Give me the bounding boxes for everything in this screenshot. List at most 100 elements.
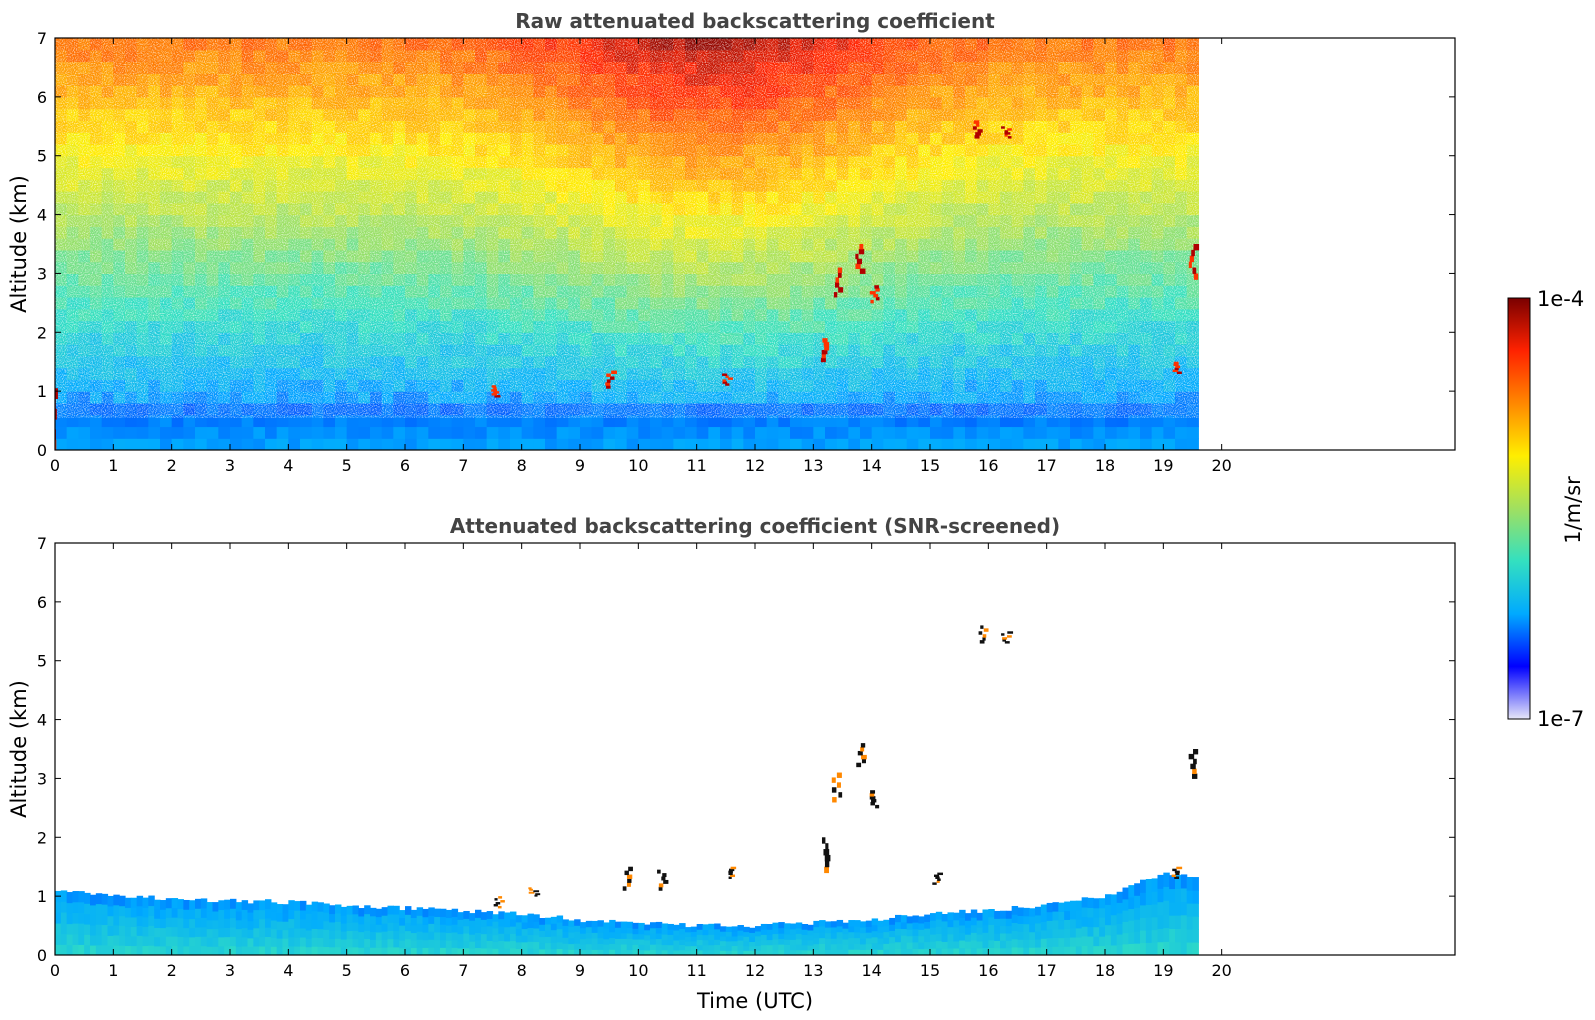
screened-field-cell bbox=[1029, 931, 1036, 941]
screened-field-cell bbox=[673, 934, 680, 941]
screened-field-cell bbox=[282, 904, 289, 914]
cloud-feature bbox=[1173, 361, 1179, 365]
raw-field-cell bbox=[1175, 414, 1188, 428]
screened-field-cell bbox=[399, 940, 406, 949]
raw-field-cell bbox=[1186, 438, 1199, 450]
raw-field-cell bbox=[1000, 414, 1013, 428]
screened-field-cell bbox=[865, 937, 873, 945]
screened-field-cell bbox=[1145, 929, 1153, 943]
screened-field-cell bbox=[988, 947, 995, 955]
screened-field-cell bbox=[457, 933, 464, 942]
screened-field-cell bbox=[965, 920, 972, 928]
screened-field-cell bbox=[790, 934, 797, 940]
raw-field-cell bbox=[311, 426, 324, 439]
screened-field-cell bbox=[276, 938, 284, 948]
cloud-feature bbox=[722, 381, 728, 384]
screened-field-cell bbox=[585, 932, 593, 939]
screened-field-cell bbox=[574, 949, 581, 955]
screened-field-cell bbox=[1023, 931, 1030, 940]
screened-field-cell bbox=[148, 895, 155, 907]
screened-field-cell bbox=[410, 932, 418, 941]
screened-field-cell bbox=[498, 925, 505, 934]
cloud-feature bbox=[855, 253, 859, 260]
screened-field-cell bbox=[1128, 943, 1135, 955]
screened-field-cell bbox=[1035, 914, 1042, 924]
screened-field-cell bbox=[247, 946, 254, 955]
screened-field-cell bbox=[1081, 897, 1089, 908]
screened-field-cell bbox=[900, 948, 908, 955]
raw-field-cell bbox=[1151, 426, 1164, 439]
screened-field-cell bbox=[346, 938, 354, 948]
screened-field-cell bbox=[906, 929, 914, 937]
screened-field-cell bbox=[1099, 907, 1106, 918]
raw-field-cell bbox=[475, 414, 488, 428]
screened-field-cell bbox=[1023, 915, 1030, 925]
raw-field-cell bbox=[1128, 438, 1141, 450]
screened-field-cell bbox=[405, 938, 412, 948]
screened-field-cell bbox=[755, 935, 762, 942]
screened-field-cell bbox=[731, 940, 739, 947]
y-tick-label: 4 bbox=[37, 206, 47, 225]
screened-field-cell bbox=[294, 919, 301, 929]
screened-field-cell bbox=[259, 918, 266, 929]
screened-field-cell bbox=[848, 949, 855, 955]
screened-field-cell bbox=[177, 908, 184, 919]
screened-field-cell bbox=[1000, 918, 1007, 927]
screened-field-cell bbox=[486, 925, 494, 934]
screened-field-cell bbox=[585, 920, 593, 928]
screened-field-cell bbox=[935, 933, 943, 942]
screened-field-cell bbox=[714, 949, 721, 955]
screened-field-cell bbox=[405, 914, 412, 924]
raw-field-cell bbox=[1163, 426, 1176, 439]
screened-field-cell bbox=[941, 941, 949, 949]
screened-field-cell bbox=[941, 948, 949, 955]
screened-field-cell bbox=[813, 932, 820, 939]
screened-field-cell bbox=[1093, 917, 1100, 928]
screened-field-cell bbox=[632, 933, 639, 940]
screened-field-cell bbox=[235, 919, 243, 930]
screened-field-cell bbox=[288, 936, 295, 947]
screened-field-cell bbox=[1058, 928, 1065, 939]
screened-field-cell bbox=[84, 944, 91, 955]
raw-field-cell bbox=[1128, 414, 1141, 428]
screened-field-cell bbox=[329, 938, 336, 948]
screened-field-cell bbox=[72, 923, 79, 935]
screened-field-cell bbox=[819, 943, 826, 950]
screened-field-cell bbox=[323, 929, 330, 939]
screened-field-cell bbox=[842, 922, 849, 929]
screened-field-cell bbox=[679, 923, 686, 930]
screened-field-cell bbox=[241, 927, 249, 938]
y-tick-label: 6 bbox=[37, 593, 47, 612]
screened-field-cell bbox=[422, 924, 429, 933]
screened-field-cell bbox=[253, 909, 260, 920]
screened-field-cell bbox=[399, 925, 406, 934]
cloud-feature bbox=[869, 793, 875, 797]
screened-field-cell bbox=[1017, 939, 1024, 948]
screened-field-cell bbox=[498, 947, 505, 955]
raw-field-cell bbox=[591, 414, 604, 428]
screened-field-cell bbox=[988, 932, 995, 941]
screened-field-cell bbox=[650, 922, 657, 929]
screened-field-cell bbox=[1105, 924, 1112, 936]
cloud-feature bbox=[937, 872, 944, 876]
screened-field-cell bbox=[1023, 907, 1030, 917]
raw-field-cell bbox=[78, 438, 91, 450]
screened-field-cell bbox=[533, 914, 540, 922]
raw-field-cell bbox=[1093, 414, 1106, 428]
screened-field-cell bbox=[387, 938, 394, 948]
raw-field-cell bbox=[171, 414, 184, 428]
raw-field-cell bbox=[871, 426, 884, 439]
raw-field-cell bbox=[533, 414, 546, 428]
raw-field-cell bbox=[848, 426, 861, 439]
screened-field-cell bbox=[375, 916, 383, 925]
screened-field-cell bbox=[591, 943, 599, 950]
screened-field-cell bbox=[597, 920, 604, 927]
screened-field-cell bbox=[615, 921, 622, 928]
cloud-feature bbox=[628, 866, 633, 872]
screened-field-cell bbox=[953, 926, 960, 935]
raw-field-cell bbox=[743, 426, 756, 439]
screened-field-cell bbox=[119, 895, 126, 907]
screened-field-cell bbox=[463, 940, 470, 949]
raw-field-cell bbox=[720, 426, 733, 439]
raw-field-cell bbox=[136, 414, 149, 428]
